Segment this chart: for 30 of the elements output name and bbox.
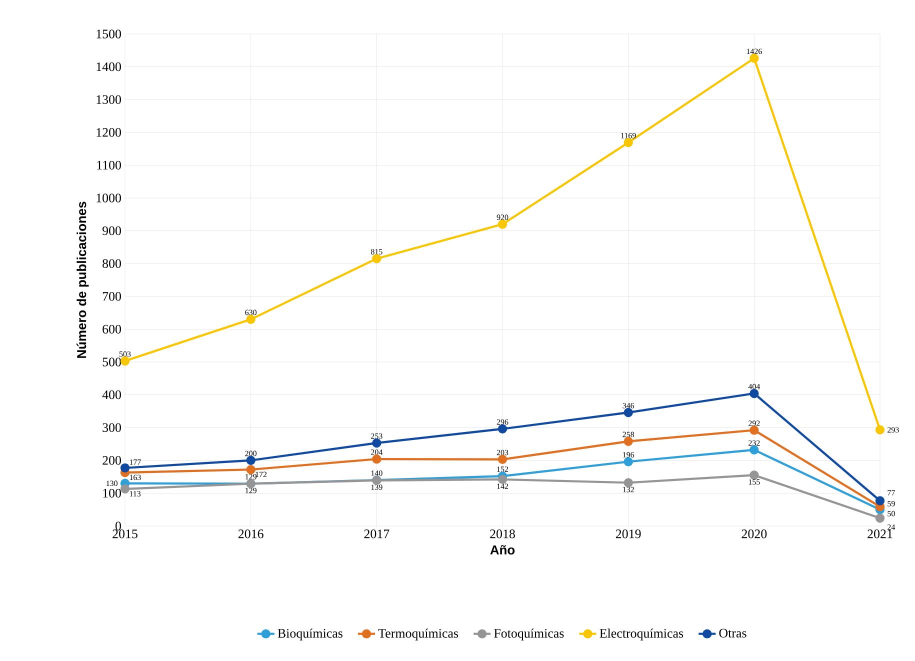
y-tick-label: 1500 <box>96 30 121 38</box>
x-tick-label: 2020 <box>742 530 767 538</box>
x-axis-title: Año <box>490 545 515 555</box>
legend-label: Electroquímicas <box>600 628 684 640</box>
y-tick-label: 600 <box>102 324 121 334</box>
y-tick-label: 1200 <box>96 128 121 137</box>
legend-label: Otras <box>719 628 746 638</box>
legend-label: Bioquímicas <box>278 628 342 640</box>
y-axis-title: Número de publicaciones <box>76 202 89 358</box>
y-tick-label: 1000 <box>96 194 121 202</box>
y-tick-label: 300 <box>102 423 121 432</box>
y-tick-label: 200 <box>102 456 121 465</box>
y-tick-label: 100 <box>103 488 121 498</box>
y-tick-label: 800 <box>102 259 121 268</box>
legend-label: Fotoquímicas <box>494 628 564 640</box>
y-tick-label: 500 <box>102 358 121 366</box>
x-tick-label: 2015 <box>112 530 138 538</box>
x-tick-label: 2018 <box>490 530 515 538</box>
x-tick-label: 2017 <box>364 530 390 538</box>
y-tick-label: 0 <box>116 522 121 530</box>
y-tick-label: 1400 <box>96 62 121 72</box>
x-tick-label: 2021 <box>868 530 892 538</box>
y-tick-label: 1300 <box>96 95 121 104</box>
y-tick-label: 1100 <box>97 160 121 170</box>
legend-label: Termoquímicas <box>378 628 458 640</box>
y-tick-label: 700 <box>102 292 121 301</box>
y-tick-label: 400 <box>102 390 121 400</box>
y-tick-label: 900 <box>102 226 121 236</box>
x-tick-label: 2016 <box>238 530 264 538</box>
x-tick-label: 2019 <box>616 530 641 538</box>
